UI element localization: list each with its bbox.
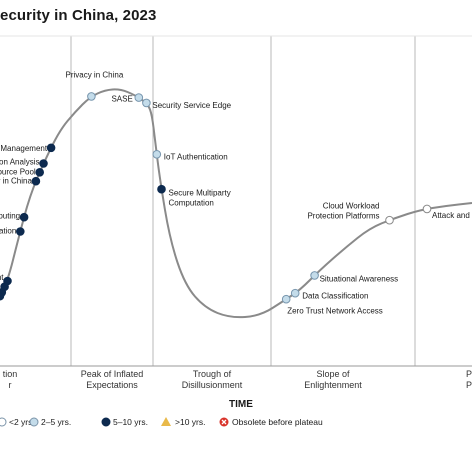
tech-point bbox=[281, 294, 291, 304]
tech-label: Security Service Edge bbox=[152, 101, 231, 110]
legend-symbol bbox=[0, 417, 7, 427]
tech-point bbox=[35, 168, 45, 177]
tech-point bbox=[16, 227, 25, 236]
tech-point bbox=[31, 176, 41, 186]
tech-label: puting bbox=[0, 211, 20, 220]
tech-point bbox=[157, 184, 166, 194]
legend-label: Obsolete before plateau bbox=[232, 417, 323, 427]
x-axis-title: TIME bbox=[229, 399, 253, 410]
tech-point bbox=[134, 93, 144, 102]
tech-label: Attack and bbox=[432, 211, 470, 220]
tech-point bbox=[87, 92, 96, 101]
tech-label: on Analysis bbox=[0, 158, 40, 167]
tech-label: SASE bbox=[111, 95, 132, 104]
legend-label: >10 yrs. bbox=[175, 417, 205, 427]
tech-label: Privacy in China bbox=[65, 71, 123, 80]
tech-label: ation bbox=[0, 227, 16, 236]
tech-label: Cloud Workload bbox=[323, 201, 380, 210]
legend-symbol bbox=[221, 419, 227, 425]
phase-label: Peak of Inflated bbox=[81, 369, 144, 379]
tech-label: Situational Awareness bbox=[320, 275, 399, 284]
legend-symbol bbox=[29, 417, 39, 427]
tech-point bbox=[0, 291, 5, 301]
legend-label: 5–10 yrs. bbox=[113, 417, 148, 427]
tech-label: nt bbox=[0, 273, 4, 282]
tech-label: y in China bbox=[0, 176, 32, 185]
phase-label: P bbox=[466, 380, 472, 390]
legend-symbol bbox=[161, 417, 171, 426]
chart-title: ecurity in China, 2023 bbox=[0, 7, 157, 24]
tech-label: Zero Trust Network Access bbox=[287, 306, 383, 315]
legend-label: 2–5 yrs. bbox=[41, 417, 71, 427]
tech-label: IoT Authentication bbox=[164, 152, 228, 161]
tech-label: Secure Multiparty bbox=[169, 188, 231, 197]
phase-label: r bbox=[9, 380, 12, 390]
tech-point bbox=[385, 215, 394, 225]
phase-label: Slope of bbox=[316, 369, 350, 379]
phase-label: Expectations bbox=[86, 380, 138, 390]
tech-point bbox=[152, 150, 162, 159]
legend-symbol bbox=[101, 417, 111, 427]
hype-curve bbox=[0, 88, 472, 319]
tech-point bbox=[19, 212, 29, 222]
tech-point bbox=[310, 271, 319, 280]
phase-label: Enlightenment bbox=[304, 380, 362, 390]
legend-label: <2 yrs. bbox=[9, 417, 35, 427]
tech-label: Computation bbox=[169, 198, 214, 207]
tech-point bbox=[290, 288, 300, 298]
tech-point bbox=[422, 204, 432, 214]
tech-point bbox=[39, 159, 48, 168]
tech-point bbox=[142, 98, 151, 108]
phase-label: tion bbox=[3, 369, 18, 379]
tech-label: Protection Platforms bbox=[307, 211, 379, 220]
tech-point bbox=[46, 143, 56, 153]
tech-label: ource Pool bbox=[0, 167, 36, 176]
phase-label: P bbox=[466, 369, 472, 379]
tech-label: Data Classification bbox=[302, 291, 368, 300]
phase-label: Trough of bbox=[193, 369, 232, 379]
tech-label: Management bbox=[0, 144, 47, 153]
phase-label: Disillusionment bbox=[182, 380, 243, 390]
